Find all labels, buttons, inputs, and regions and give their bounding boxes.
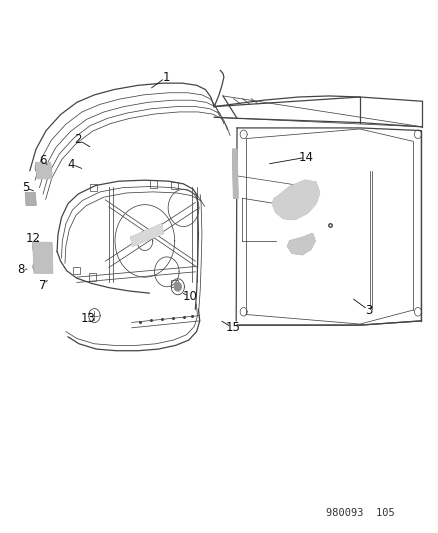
Bar bbox=[150, 180, 157, 188]
Text: 8: 8 bbox=[18, 263, 25, 276]
Text: 5: 5 bbox=[22, 181, 29, 194]
Text: 980093  105: 980093 105 bbox=[325, 508, 393, 518]
Bar bbox=[171, 280, 178, 287]
Text: 3: 3 bbox=[364, 304, 371, 317]
Polygon shape bbox=[36, 163, 52, 179]
Text: 12: 12 bbox=[26, 232, 41, 245]
Bar bbox=[171, 182, 178, 189]
Text: 13: 13 bbox=[80, 312, 95, 325]
Text: 1: 1 bbox=[162, 71, 170, 84]
Text: 2: 2 bbox=[74, 133, 82, 146]
Text: 15: 15 bbox=[225, 321, 240, 334]
Bar bbox=[89, 184, 96, 191]
Text: 6: 6 bbox=[39, 155, 47, 167]
Bar bbox=[73, 267, 80, 274]
Polygon shape bbox=[272, 180, 319, 220]
Text: 14: 14 bbox=[298, 151, 313, 164]
Polygon shape bbox=[232, 149, 237, 198]
Polygon shape bbox=[131, 224, 163, 246]
Text: 10: 10 bbox=[182, 290, 197, 303]
Polygon shape bbox=[33, 243, 53, 273]
Text: 7: 7 bbox=[39, 279, 47, 292]
Polygon shape bbox=[25, 193, 36, 205]
Polygon shape bbox=[174, 282, 181, 291]
Text: 4: 4 bbox=[67, 158, 75, 171]
Bar bbox=[88, 273, 95, 281]
Polygon shape bbox=[287, 233, 314, 255]
